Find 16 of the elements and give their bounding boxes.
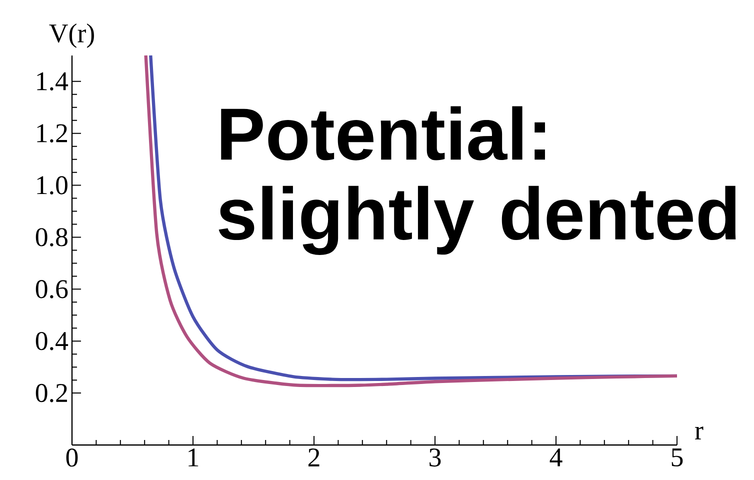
y-tick-label: 1.4: [37, 72, 68, 90]
x-tick-label: 3: [430, 448, 441, 467]
y-tick-label: 0.8: [36, 228, 68, 246]
y-tick-label: 1.2: [37, 124, 67, 142]
y-tick-label: 0.4: [36, 332, 68, 350]
y-tick-label: 1.0: [37, 176, 68, 194]
y-axis-title: V(r): [49, 24, 94, 48]
annotation: Potential: slightly dented: [218, 106, 736, 255]
x-tick-label: 0: [66, 448, 78, 467]
y-tick-label: 0.2: [36, 384, 67, 402]
x-tick-label: 2: [308, 448, 320, 466]
y-tick-label: 0.6: [36, 280, 68, 298]
x-tick-label: 4: [550, 448, 562, 466]
x-tick-label: 5: [672, 448, 683, 466]
x-tick-label: 1: [188, 448, 198, 466]
x-axis-title: r: [695, 426, 704, 440]
